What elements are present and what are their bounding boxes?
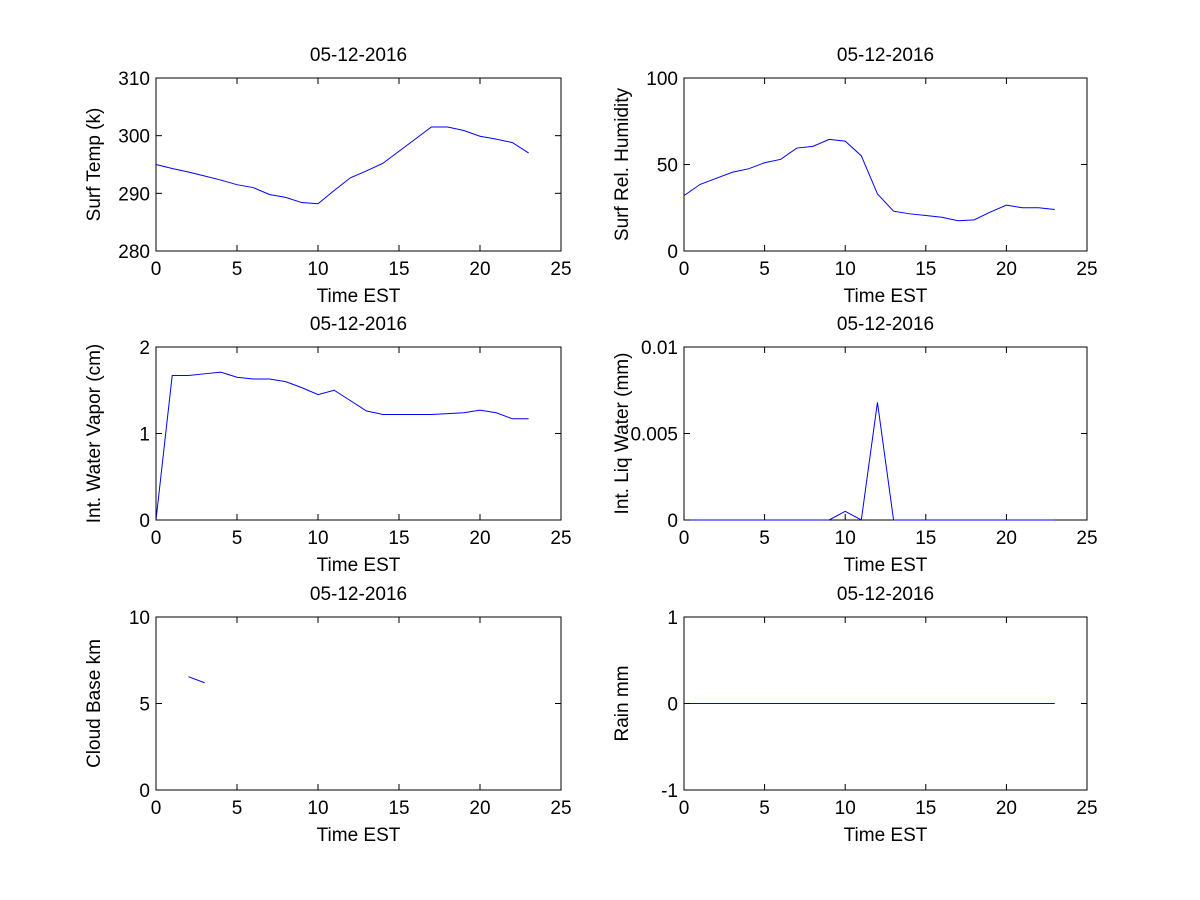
x-tick-label: 20 xyxy=(996,798,1017,819)
y-tick-label: 5 xyxy=(139,695,150,716)
x-axis-label: Time EST xyxy=(844,555,928,576)
y-tick-label: 1 xyxy=(139,425,150,446)
plot-frame xyxy=(155,616,562,791)
plot-frame xyxy=(683,346,1088,521)
x-tick-label: 10 xyxy=(835,798,856,819)
x-tick-label: 5 xyxy=(759,528,770,549)
series-line xyxy=(683,138,1055,222)
chart-title: 05-12-2016 xyxy=(837,314,934,335)
x-tick-label: 20 xyxy=(996,528,1017,549)
plot-frame xyxy=(155,77,562,252)
x-tick-label: 5 xyxy=(232,259,243,280)
x-tick-label: 15 xyxy=(915,798,936,819)
y-tick-label: 100 xyxy=(646,69,678,90)
x-tick-label: 10 xyxy=(307,528,328,549)
x-tick-label: 20 xyxy=(996,259,1017,280)
y-tick-label: 0 xyxy=(667,511,678,532)
x-axis-label: Time EST xyxy=(844,825,928,846)
y-tick-label: 0 xyxy=(667,695,678,716)
x-tick-label: 10 xyxy=(307,798,328,819)
y-tick-label: 290 xyxy=(118,184,150,205)
x-tick-label: 25 xyxy=(550,528,571,549)
x-tick-label: 15 xyxy=(915,259,936,280)
y-tick-label: 2 xyxy=(139,338,150,359)
x-axis-label: Time EST xyxy=(317,825,401,846)
subplot-1: 0 5 10 15 20 25 280 290 300 310 05-12-2016 Time EST… xyxy=(84,45,572,307)
plot-frame xyxy=(683,77,1088,252)
x-tick-label: 0 xyxy=(679,528,690,549)
x-axis-label: Time EST xyxy=(317,286,401,307)
subplot-2: 0 5 10 15 20 25 0 50 100 05-12-2016 Time EST Surf R… xyxy=(612,45,1098,307)
x-tick-label: 10 xyxy=(835,259,856,280)
chart-title: 05-12-2016 xyxy=(837,584,934,605)
x-tick-label: 20 xyxy=(469,259,490,280)
y-axis-label: Int. Liq Water (mm) xyxy=(612,353,633,515)
x-tick-label: 5 xyxy=(759,798,770,819)
subplot-5: 0 5 10 15 20 25 0 5 10 05-12-2016 Time EST Cloud Ba… xyxy=(84,584,572,846)
x-tick-label: 0 xyxy=(679,798,690,819)
y-tick-label: -1 xyxy=(661,781,678,802)
x-tick-label: 20 xyxy=(469,528,490,549)
y-tick-label: 0.005 xyxy=(630,425,678,446)
series-line xyxy=(188,676,205,684)
x-tick-label: 5 xyxy=(759,259,770,280)
x-tick-label: 0 xyxy=(679,259,690,280)
x-tick-label: 0 xyxy=(151,528,162,549)
x-tick-label: 5 xyxy=(232,528,243,549)
y-tick-label: 0.01 xyxy=(641,338,678,359)
x-axis-label: Time EST xyxy=(317,555,401,576)
subplot-4: 0 5 10 15 20 25 0 0.005 0.01 05-12-2016 Time EST In… xyxy=(612,314,1098,576)
x-tick-label: 25 xyxy=(550,798,571,819)
y-tick-label: 1 xyxy=(667,608,678,629)
x-axis-label: Time EST xyxy=(844,286,928,307)
x-tick-label: 25 xyxy=(550,259,571,280)
y-axis-label: Rain mm xyxy=(612,665,633,741)
y-axis-label: Int. Water Vapor (cm) xyxy=(84,344,105,523)
series-line xyxy=(684,402,1055,521)
plot-frame xyxy=(155,346,562,521)
y-tick-label: 300 xyxy=(118,127,150,148)
y-tick-label: 0 xyxy=(139,511,150,532)
x-tick-label: 10 xyxy=(835,528,856,549)
chart-title: 05-12-2016 xyxy=(310,584,407,605)
subplot-3: 0 5 10 15 20 25 0 1 2 05-12-2016 Time EST Int. Wate… xyxy=(84,314,572,576)
y-axis-label: Surf Temp (k) xyxy=(84,108,105,222)
x-tick-label: 15 xyxy=(915,528,936,549)
y-axis-label: Cloud Base km xyxy=(84,639,105,768)
x-tick-label: 10 xyxy=(307,259,328,280)
x-tick-label: 20 xyxy=(469,798,490,819)
x-tick-label: 15 xyxy=(388,528,409,549)
series-line xyxy=(155,371,529,521)
y-tick-label: 0 xyxy=(139,781,150,802)
x-tick-label: 5 xyxy=(232,798,243,819)
chart-title: 05-12-2016 xyxy=(837,45,934,66)
x-tick-label: 25 xyxy=(1076,259,1097,280)
y-tick-label: 10 xyxy=(129,608,150,629)
chart-title: 05-12-2016 xyxy=(310,314,407,335)
chart-title: 05-12-2016 xyxy=(310,45,407,66)
x-tick-label: 0 xyxy=(151,259,162,280)
series-line xyxy=(155,126,529,205)
y-tick-label: 50 xyxy=(657,156,678,177)
y-tick-label: 0 xyxy=(667,242,678,263)
x-tick-label: 25 xyxy=(1076,528,1097,549)
x-tick-label: 0 xyxy=(151,798,162,819)
x-tick-label: 15 xyxy=(388,798,409,819)
x-tick-label: 25 xyxy=(1076,798,1097,819)
y-axis-label: Surf Rel. Humidity xyxy=(612,87,633,241)
x-tick-label: 15 xyxy=(388,259,409,280)
y-tick-label: 280 xyxy=(118,242,150,263)
y-tick-label: 310 xyxy=(118,69,150,90)
